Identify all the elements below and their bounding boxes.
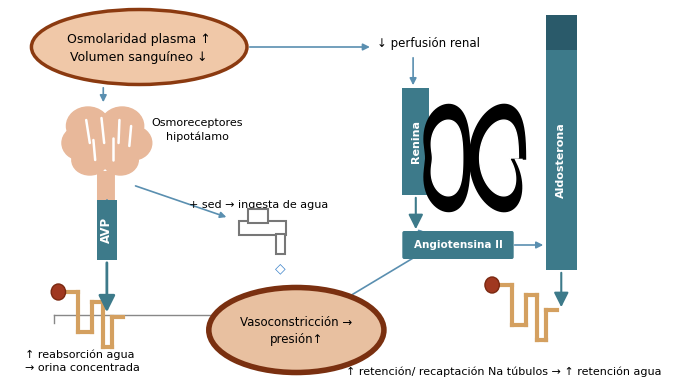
Text: ↓ perfusión renal: ↓ perfusión renal	[377, 36, 480, 50]
Text: ◇: ◇	[275, 261, 286, 275]
Ellipse shape	[114, 126, 152, 160]
Ellipse shape	[32, 10, 247, 84]
Ellipse shape	[66, 107, 110, 145]
Ellipse shape	[102, 145, 139, 175]
FancyBboxPatch shape	[239, 221, 286, 235]
Text: Renina: Renina	[411, 120, 421, 163]
Ellipse shape	[72, 145, 108, 175]
Ellipse shape	[85, 122, 130, 158]
Polygon shape	[425, 106, 469, 211]
Ellipse shape	[209, 288, 384, 373]
FancyBboxPatch shape	[97, 200, 117, 260]
Text: Aldosterona: Aldosterona	[556, 122, 566, 198]
FancyBboxPatch shape	[546, 50, 577, 270]
FancyBboxPatch shape	[97, 171, 115, 210]
FancyBboxPatch shape	[546, 15, 577, 50]
Text: Volumen sanguíneo ↓: Volumen sanguíneo ↓	[71, 51, 208, 65]
Text: Osmolaridad plasma ↑: Osmolaridad plasma ↑	[67, 34, 211, 46]
FancyBboxPatch shape	[276, 234, 285, 254]
Circle shape	[51, 284, 66, 300]
FancyBboxPatch shape	[402, 231, 514, 259]
Ellipse shape	[101, 107, 144, 145]
Text: Osmoreceptores
hipotálamo: Osmoreceptores hipotálamo	[152, 118, 244, 142]
Circle shape	[485, 277, 499, 293]
Text: ↑ retención/ recaptación Na túbulos → ↑ retención agua: ↑ retención/ recaptación Na túbulos → ↑ …	[346, 367, 662, 377]
Text: Angiotensina II: Angiotensina II	[414, 240, 503, 250]
Text: ↑ reabsorción agua: ↑ reabsorción agua	[25, 350, 134, 360]
Ellipse shape	[62, 126, 99, 160]
Polygon shape	[431, 120, 463, 196]
Polygon shape	[470, 105, 524, 211]
Text: AVP: AVP	[100, 217, 113, 243]
Text: → orina concentrada: → orina concentrada	[25, 363, 140, 373]
Text: + sed → ingesta de agua: + sed → ingesta de agua	[188, 200, 328, 210]
Text: presión↑: presión↑	[270, 334, 323, 346]
Polygon shape	[480, 120, 519, 196]
FancyBboxPatch shape	[248, 209, 267, 223]
FancyBboxPatch shape	[402, 88, 429, 195]
Text: Vasoconstricción →: Vasoconstricción →	[240, 315, 353, 329]
